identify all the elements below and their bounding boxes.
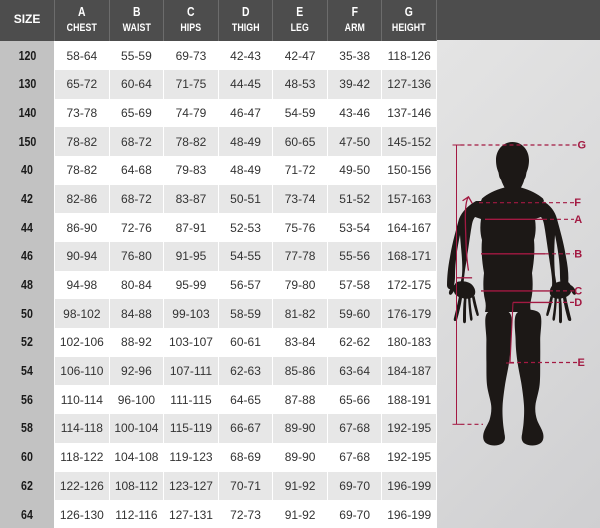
svg-text:D: D bbox=[574, 297, 582, 309]
svg-text:C: C bbox=[574, 285, 582, 297]
svg-text:B: B bbox=[574, 248, 582, 260]
svg-text:E: E bbox=[578, 357, 585, 369]
svg-text:A: A bbox=[574, 214, 582, 226]
svg-text:G: G bbox=[578, 140, 587, 152]
svg-text:F: F bbox=[574, 197, 581, 209]
